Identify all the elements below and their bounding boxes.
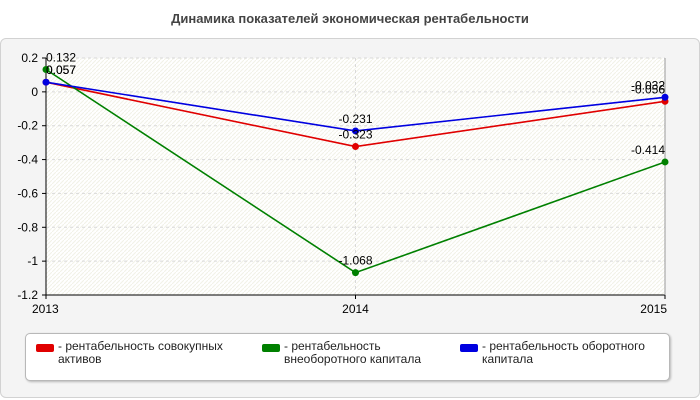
data-label-working-capital: -0.231 (338, 112, 372, 126)
data-point-working-capital (352, 127, 359, 135)
data-point-working-capital (661, 93, 669, 101)
legend-swatch-green (262, 344, 280, 352)
y-tick-label: -0.8 (17, 220, 38, 234)
data-point-working-capital (42, 78, 50, 86)
data-label-total-assets: -0.056 (631, 82, 665, 96)
y-tick-label: 0 (31, 85, 38, 99)
x-tick-label: 2013 (32, 302, 59, 316)
legend-label: - рентабельность оборотного капитала (482, 339, 645, 366)
legend-swatch-red (36, 344, 54, 352)
data-labels: 0.057-0.323-0.0560.132-1.068-0.4140.057-… (46, 51, 665, 268)
data-point-total-assets (352, 143, 359, 151)
y-tick-label: 0.2 (21, 51, 38, 65)
data-label-fixed-capital: -1.068 (338, 254, 372, 268)
x-tick-label: 2014 (342, 302, 369, 316)
y-tick-label: -0.2 (17, 119, 38, 133)
x-tick-label: 2015 (640, 302, 667, 316)
legend-label: - рентабельность совокупных активов (58, 339, 223, 366)
data-point-fixed-capital (42, 66, 50, 74)
data-label-fixed-capital: -0.414 (631, 143, 665, 157)
y-tick-label: -0.4 (17, 153, 38, 167)
data-point-fixed-capital (661, 158, 669, 166)
legend-swatch-blue (460, 344, 478, 352)
y-tick-label: -0.6 (17, 186, 38, 200)
y-tick-label: -1 (27, 254, 38, 268)
data-label-working-capital: -0.032 (631, 78, 665, 92)
y-tick-label: -1.2 (17, 288, 38, 302)
legend: - рентабельность совокупных активов - ре… (25, 333, 670, 381)
data-point-fixed-capital (352, 269, 359, 277)
data-label-fixed-capital: 0.132 (46, 51, 76, 65)
data-label-total-assets: 0.057 (46, 63, 76, 77)
chart-title: Динамика показателей экономическая рента… (171, 11, 529, 26)
data-label-working-capital: 0.057 (46, 63, 76, 77)
plot-area (46, 58, 665, 295)
series-group (42, 66, 669, 277)
legend-label: - рентабельность внеоборотного капитала (284, 339, 421, 366)
data-label-total-assets: -0.323 (338, 128, 372, 142)
